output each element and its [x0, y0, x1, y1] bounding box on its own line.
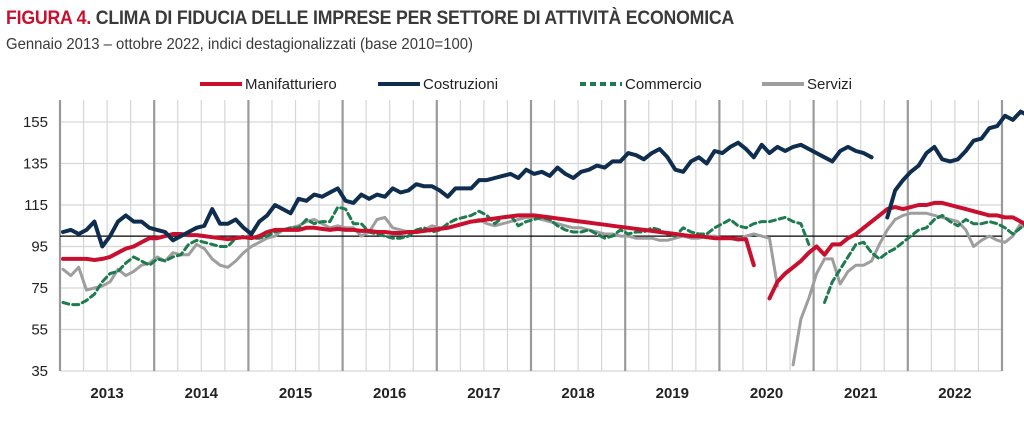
y-tick-label: 135	[23, 156, 48, 173]
y-axis: 35 55 75 95 115 135 155	[23, 114, 48, 380]
series-line-costruzioni	[61, 140, 874, 249]
y-tick-label: 75	[31, 280, 48, 297]
x-tick-label: 2022	[938, 385, 971, 402]
y-tick-label: 115	[24, 197, 48, 214]
y-tick-label: 155	[23, 114, 48, 131]
x-tick-label: 2021	[844, 385, 877, 402]
y-tick-label: 95	[31, 239, 48, 256]
legend-item-servizi: Servizi	[762, 76, 852, 93]
grid	[58, 100, 1004, 372]
x-tick-label: 2018	[561, 385, 594, 402]
x-tick-label: 2020	[750, 385, 783, 402]
series-line-costruzioni	[885, 109, 1024, 220]
y-tick-label: 35	[31, 363, 48, 380]
legend-item-manifatturiero: Manifatturiero	[200, 76, 337, 93]
x-tick-label: 2017	[467, 385, 500, 402]
series-line-servizi	[791, 211, 1024, 367]
series-line-manifatturiero	[767, 200, 1024, 301]
x-tick-label: 2016	[373, 385, 406, 402]
series-line-commercio	[823, 213, 1024, 304]
x-tick-label: 2015	[279, 385, 312, 402]
y-tick-label: 55	[31, 322, 48, 339]
figure-title: FIGURA 4. CLIMA DI FIDUCIA DELLE IMPRESE…	[6, 8, 734, 30]
figure-title-text: CLIMA DI FIDUCIA DELLE IMPRESE PER SETTO…	[91, 8, 735, 29]
x-tick-label: 2014	[185, 385, 219, 402]
x-tick-label: 2019	[656, 385, 689, 402]
legend: Manifatturiero Costruzioni Commercio Serviz…	[200, 76, 852, 93]
figure-label: FIGURA 4.	[6, 8, 92, 29]
x-tick-label: 2013	[90, 385, 123, 402]
series-lines	[61, 109, 1024, 367]
legend-label: Commercio	[625, 76, 702, 93]
figure-subtitle: Gennaio 2013 – ottobre 2022, indici dest…	[6, 36, 473, 53]
legend-item-commercio: Commercio	[580, 76, 702, 93]
x-axis: 2013 2014 2015 2016 2017 2018 2019 2020 2021 2022	[90, 385, 971, 402]
legend-label: Manifatturiero	[245, 76, 337, 93]
legend-label: Costruzioni	[423, 76, 498, 93]
legend-item-costruzioni: Costruzioni	[378, 76, 498, 93]
series-line-manifatturiero	[61, 213, 756, 268]
legend-label: Servizi	[807, 76, 852, 93]
